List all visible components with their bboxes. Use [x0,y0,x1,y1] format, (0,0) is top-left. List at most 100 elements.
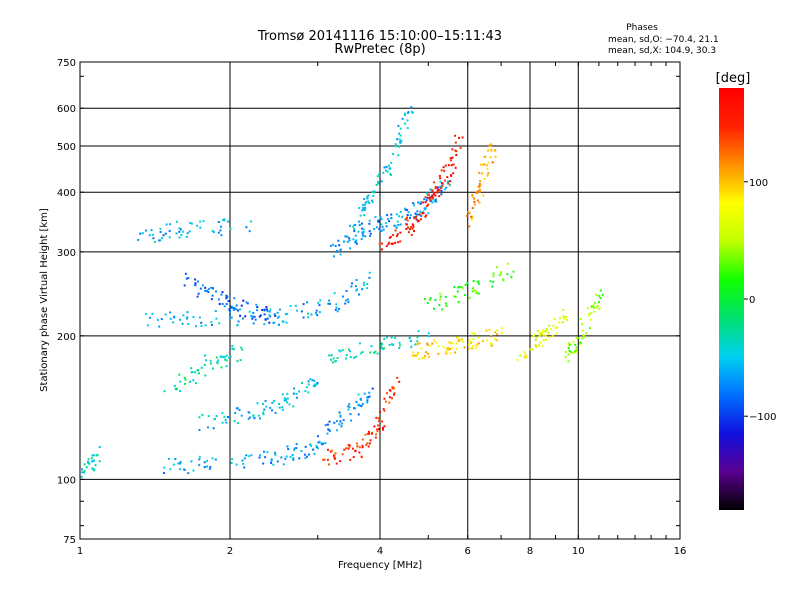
data-point [353,356,356,359]
data-point [371,191,374,194]
data-point [393,392,396,395]
data-point [431,194,434,197]
data-point [388,401,391,404]
data-point [382,228,385,231]
data-point [203,466,206,469]
data-point [367,194,370,197]
data-point [414,216,417,219]
data-point [338,244,341,247]
data-point [372,195,375,198]
data-point [333,421,336,424]
data-point [306,455,309,458]
data-point [152,237,155,240]
data-point [269,308,272,311]
data-point [364,433,367,436]
data-point [262,411,265,414]
data-point [236,309,239,312]
data-point [369,351,372,354]
data-point [541,331,544,334]
data-point [345,447,348,450]
data-point [593,310,596,313]
data-point [199,287,202,290]
data-point [451,342,454,345]
data-point [207,288,210,291]
data-point [328,420,331,423]
data-point [184,272,187,275]
data-point [468,225,471,228]
data-point [433,199,436,202]
data-point [328,429,331,432]
data-point [159,230,162,233]
data-point [356,445,359,448]
data-point [538,332,541,335]
data-point [566,319,569,322]
data-point [198,316,201,319]
data-point [239,314,242,317]
data-point [406,214,409,217]
data-point [225,294,228,297]
data-point [381,248,384,251]
data-point [263,323,266,326]
data-point [208,468,211,471]
data-point [295,443,298,446]
data-point [408,216,411,219]
data-point [346,235,349,238]
data-point [383,425,386,428]
data-point [408,228,411,231]
data-point [575,337,578,340]
data-point [597,301,600,304]
data-point [169,311,172,314]
data-point [346,298,349,301]
data-point [360,405,363,408]
data-point [485,329,488,332]
data-point [300,310,303,313]
data-point [399,127,402,130]
data-point [386,392,389,395]
data-point [225,354,228,357]
data-point [425,199,428,202]
data-point [221,302,224,305]
data-point [406,127,409,130]
data-point [354,234,357,237]
data-point [357,413,360,416]
data-point [471,347,474,350]
data-point [187,276,190,279]
data-point [95,454,98,457]
data-point [483,178,486,181]
data-point [439,298,442,301]
data-point [198,458,201,461]
data-point [428,356,431,359]
data-point [329,358,332,361]
colorbar-tick-label: 100 [749,178,768,189]
data-point [373,351,376,354]
data-point [410,106,413,109]
data-point [183,284,186,287]
data-point [169,223,172,226]
data-point [358,451,361,454]
data-point [422,212,425,215]
data-point [239,359,242,362]
data-point [451,156,454,159]
data-point [339,420,342,423]
data-point [565,316,568,319]
chart-title: Tromsø 20141116 15:10:00–15:11:43 [257,29,502,44]
data-point [367,396,370,399]
data-point [379,229,382,232]
data-point [384,169,387,172]
data-point [388,236,391,239]
data-point [286,312,289,315]
data-point [223,415,226,418]
data-point [374,350,377,353]
data-point [407,111,410,114]
data-point [256,402,259,405]
data-point [405,228,408,231]
data-point [361,438,364,441]
data-point [194,382,197,385]
data-point [438,189,441,192]
data-point [582,334,585,337]
data-point [240,346,243,349]
data-point [456,336,459,339]
data-point [179,462,182,465]
y-tick-label: 300 [57,248,76,259]
data-point [506,273,509,276]
